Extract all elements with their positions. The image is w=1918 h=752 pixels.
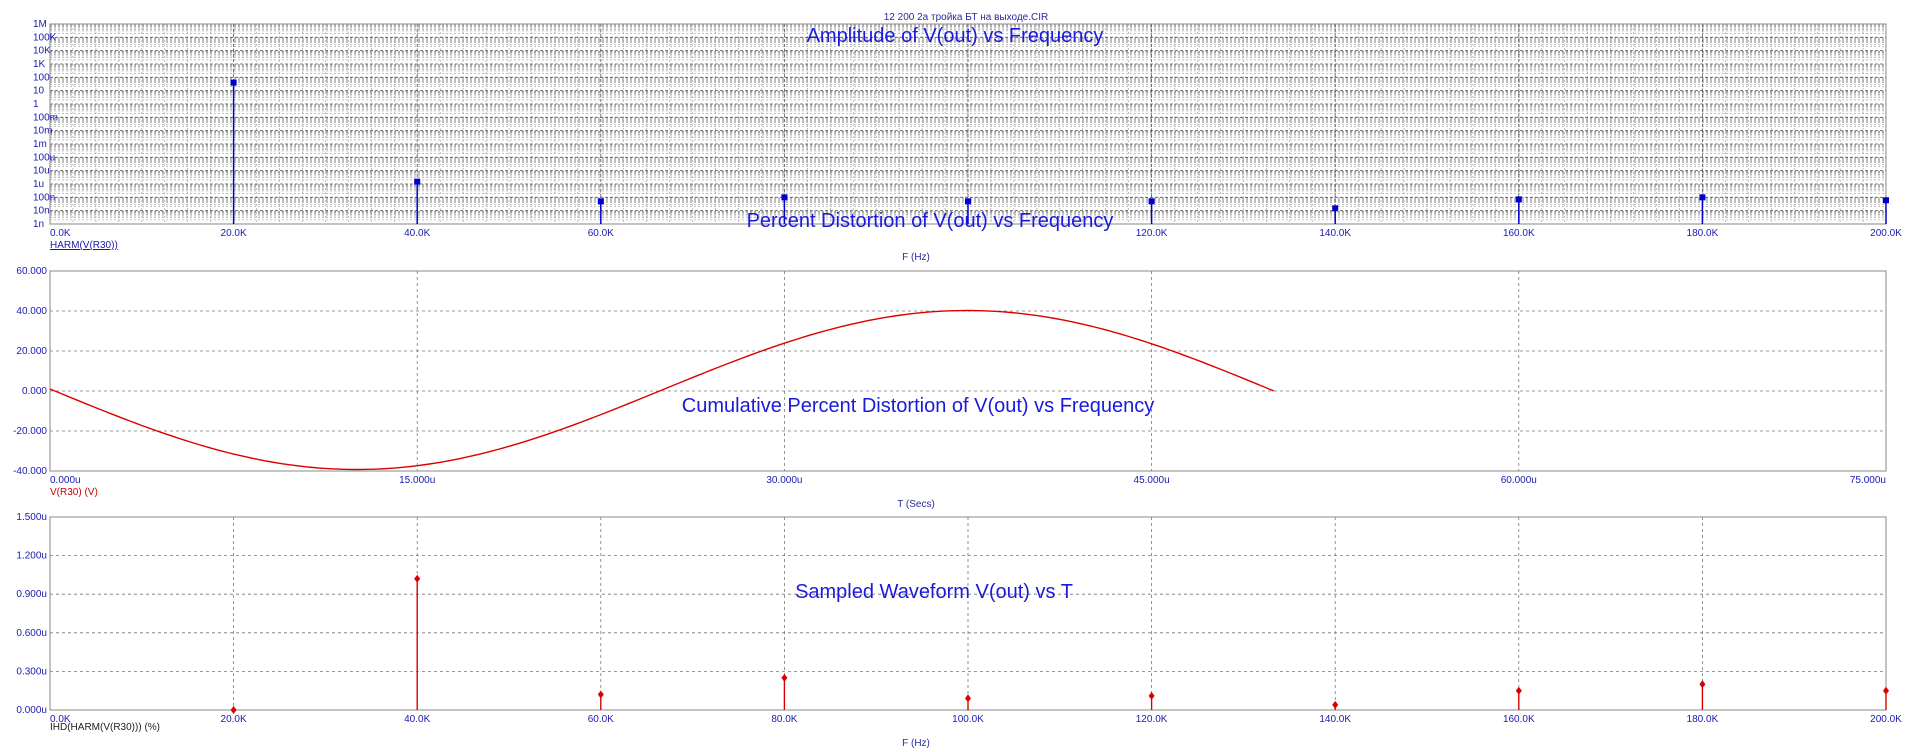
data-point [1515, 196, 1522, 203]
data-point [1699, 194, 1706, 201]
y-tick-label: 10n [33, 206, 50, 217]
y-tick-label: 0.300u [16, 666, 47, 677]
data-point [597, 690, 604, 699]
y-tick-label: 60.000 [16, 266, 47, 277]
chart-title-amplitude: Amplitude of V(out) vs Frequency [807, 25, 1104, 47]
y-tick-label: 20.000 [16, 346, 47, 357]
percent-distortion-chart: -40.000 -20.000 0.000 20.000 40.000 60.000 0.0… [13, 266, 1887, 510]
chart-title-cumulative-distortion: Cumulative Percent Distortion of V(out) … [682, 395, 1154, 417]
y-tick-label: -20.000 [13, 426, 47, 437]
data-point [781, 194, 788, 201]
y-tick-label: 0.600u [16, 628, 47, 639]
data-point [1332, 700, 1339, 709]
x-tick-label: 75.000u [1850, 475, 1886, 486]
x-axis-label: F (Hz) [902, 738, 930, 749]
x-tick-label: 45.000u [1134, 475, 1170, 486]
x-tick-label: 60.000u [1501, 475, 1537, 486]
x-tick-label: 180.0K [1687, 228, 1719, 239]
y-tick-label: -40.000 [13, 466, 47, 477]
x-tick-label: 140.0K [1319, 228, 1351, 239]
x-tick-label: 40.0K [404, 228, 430, 239]
x-tick-label: 160.0K [1503, 228, 1535, 239]
legend-label: HARM(V(R30)) [50, 240, 118, 251]
x-tick-label: 100.0K [952, 714, 984, 725]
x-tick-label: 20.0K [221, 228, 247, 239]
y-tick-label: 10 [33, 86, 45, 97]
data-point [965, 694, 971, 703]
data-point [1148, 198, 1155, 205]
chart-title-sampled-waveform: Sampled Waveform V(out) vs T [795, 581, 1073, 603]
x-tick-label: 0.000u [50, 475, 81, 486]
data-point [1148, 691, 1155, 700]
legend-label: V(R30) (V) [50, 487, 98, 498]
data-point [230, 706, 237, 714]
x-tick-label: 200.0K [1870, 228, 1902, 239]
data-point [965, 198, 971, 205]
data-point [1332, 205, 1339, 212]
y-tick-label: 100n [33, 192, 55, 203]
x-tick-label: 0.0K [50, 714, 71, 725]
x-axis-label: T (Secs) [897, 499, 935, 510]
legend-label: IHD(HARM(V(R30))) (%) [50, 722, 160, 733]
y-tick-label: 10u [33, 166, 50, 177]
x-tick-label: 60.0K [588, 228, 614, 239]
y-tick-label: 1K [33, 59, 46, 70]
x-axis-label: F (Hz) [902, 252, 930, 263]
x-tick-label: 30.000u [766, 475, 802, 486]
file-title: 12 200 2a тройка БТ на выходе.CIR [884, 12, 1048, 23]
x-tick-label: 20.0K [221, 714, 247, 725]
data-point [1515, 686, 1522, 695]
y-tick-label: 100 [33, 72, 50, 83]
y-tick-label: 1m [33, 139, 47, 150]
y-tick-label: 100m [33, 112, 58, 123]
data-point [230, 79, 237, 86]
x-tick-label: 140.0K [1319, 714, 1351, 725]
plot-frame [49, 270, 1887, 472]
y-tick-label: 1u [33, 179, 44, 190]
y-tick-label: 0.000 [22, 386, 47, 397]
x-tick-label: 200.0K [1870, 714, 1902, 725]
x-tick-label: 40.0K [404, 714, 430, 725]
y-tick-label: 1.500u [16, 512, 47, 523]
data-point [1699, 680, 1706, 689]
cumulative-distortion-chart: 0.000u 0.300u 0.600u 0.900u 1.200u 1.500u 0.0K… [16, 512, 1902, 749]
y-tick-label: 10m [33, 126, 52, 137]
x-tick-label: 120.0K [1136, 714, 1168, 725]
x-tick-label: 0.0K [50, 228, 71, 239]
y-tick-label: 40.000 [16, 306, 47, 317]
y-tick-label: 1M [33, 19, 47, 30]
chart-title-percent-distortion: Percent Distortion of V(out) vs Frequenc… [747, 210, 1114, 232]
y-tick-label: 100K [33, 32, 57, 43]
y-tick-label: 1n [33, 219, 44, 230]
x-tick-label: 180.0K [1687, 714, 1719, 725]
y-tick-label: 1 [33, 99, 39, 110]
amplitude-chart: 1M 100K 10K 1K 100 10 1 100m 10m 1m 100u 10u 1u 100n 1… [33, 19, 1902, 263]
y-tick-label: 1.200u [16, 551, 47, 562]
x-tick-label: 60.0K [588, 714, 614, 725]
y-tick-label: 0.900u [16, 589, 47, 600]
y-tick-label: 0.000u [16, 705, 47, 716]
x-tick-label: 80.0K [771, 714, 797, 725]
x-tick-label: 120.0K [1136, 228, 1168, 239]
y-tick-label: 10K [33, 46, 51, 57]
series-line [49, 309, 1275, 471]
y-tick-label: 100u [33, 152, 55, 163]
data-point [414, 178, 421, 185]
data-point [781, 673, 788, 682]
x-tick-label: 15.000u [399, 475, 435, 486]
data-point [1883, 197, 1889, 204]
x-tick-label: 160.0K [1503, 714, 1535, 725]
data-point [597, 198, 604, 205]
data-point [1883, 686, 1889, 695]
data-point [414, 574, 421, 583]
